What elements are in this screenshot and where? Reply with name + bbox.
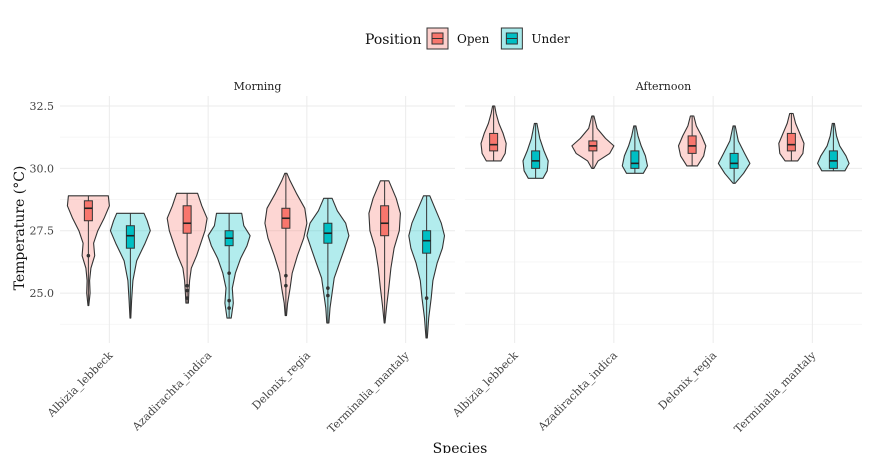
y-tick-label: 27.5	[30, 225, 55, 238]
violin-group-under	[306, 197, 350, 324]
outlier-point	[227, 306, 231, 310]
legend-entry-open: Open	[426, 27, 490, 50]
y-axis-title: Temperature (°C)	[12, 166, 28, 291]
outlier-point	[86, 253, 91, 258]
violin-group-open	[778, 112, 805, 162]
y-tick-label: 30.0	[30, 162, 55, 175]
violin-group-open	[264, 172, 308, 317]
box	[828, 150, 838, 169]
violin-group-open	[480, 105, 507, 162]
panel-morning: Morning 25.0 27.5 30.0 32.5 Albizia_lebbeck Az…	[30, 80, 455, 436]
box	[380, 205, 390, 237]
box	[687, 135, 697, 154]
violin-group-under	[522, 122, 549, 179]
x-tick-label: Albizia_lebbeck	[44, 349, 116, 421]
x-tick-label: Delonix_regia	[656, 349, 720, 413]
outlier-point	[185, 296, 189, 300]
outlier-point	[424, 296, 429, 300]
legend: Position Open Under	[365, 27, 570, 50]
violin-group-open	[166, 192, 208, 304]
box	[83, 200, 93, 222]
x-tick-label: Azadirachta_indica	[129, 349, 214, 434]
legend-label: Under	[531, 32, 570, 46]
outlier-point	[284, 283, 288, 288]
x-tick-label: Terminalia_mantaly	[732, 348, 819, 435]
outlier-point	[227, 271, 231, 275]
box	[489, 132, 499, 152]
violin-group-open	[677, 115, 707, 167]
box	[630, 150, 640, 169]
outlier-point	[326, 286, 330, 290]
violin-group-under	[817, 122, 850, 172]
box	[182, 205, 192, 234]
violin-group-open	[571, 115, 615, 169]
y-tick-label: 32.5	[30, 100, 55, 113]
violin-group-open	[66, 195, 110, 307]
y-tick-label: 25.0	[30, 287, 55, 300]
box	[422, 230, 432, 254]
violin-group-under	[207, 212, 251, 319]
outlier-point	[284, 273, 288, 278]
violin-group-under	[109, 212, 151, 319]
panel-strip-label: Afternoon	[635, 80, 691, 93]
gridlines	[465, 96, 862, 343]
legend-items: Open Under	[426, 27, 570, 50]
violin-group-open	[368, 180, 401, 324]
box	[125, 225, 135, 249]
outlier-point	[185, 283, 189, 288]
legend-label: Open	[457, 32, 490, 46]
panel-afternoon: Afternoon Albizia_lebbeck Azadirachta_indi…	[449, 80, 862, 436]
legend-entry-under: Under	[500, 27, 570, 50]
x-tick-label: Azadirachta_indica	[535, 349, 620, 434]
x-tick-label: Albizia_lebbeck	[449, 349, 521, 421]
violin-group-under	[408, 195, 446, 339]
box	[786, 132, 796, 152]
box	[729, 152, 739, 169]
box	[531, 150, 541, 169]
x-tick-label: Delonix_regia	[250, 349, 314, 413]
x-axis-title: Species	[433, 441, 488, 453]
legend-title: Position	[365, 32, 422, 48]
violin-group-under	[621, 125, 649, 174]
violin-group-under	[717, 125, 751, 184]
outlier-point	[227, 298, 231, 303]
panel-strip-label: Morning	[234, 80, 282, 93]
outlier-point	[185, 288, 189, 293]
x-tick-label: Terminalia_mantaly	[325, 348, 412, 435]
outlier-point	[326, 293, 330, 298]
